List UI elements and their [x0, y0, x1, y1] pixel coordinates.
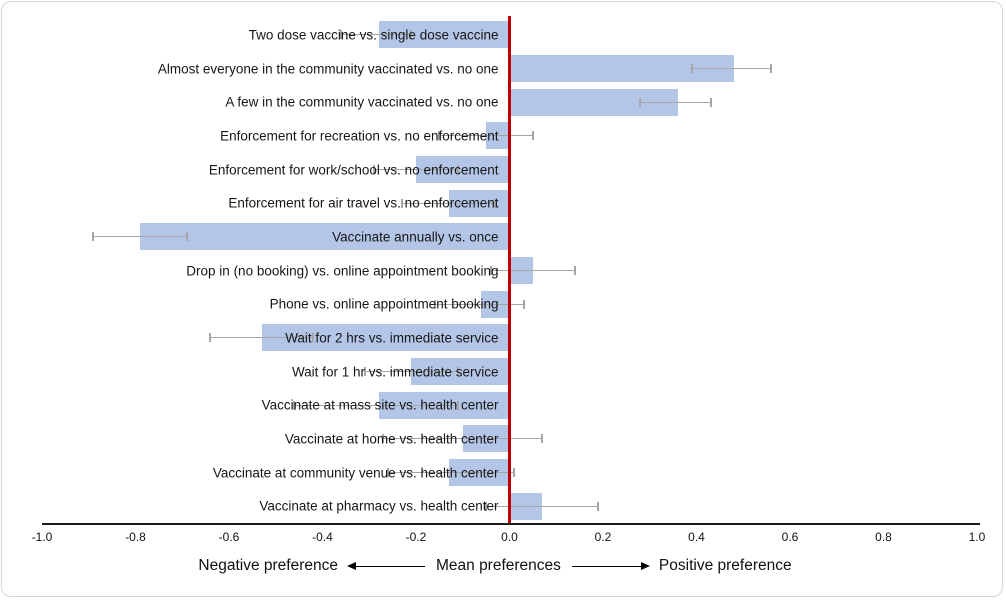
- category-label: Two dose vaccine vs. single dose vaccine: [248, 27, 499, 43]
- error-bar-cap: [531, 131, 534, 141]
- x-tick-label: -0.2: [405, 530, 427, 544]
- error-bar: [401, 202, 496, 204]
- error-bar-cap: [709, 97, 712, 107]
- error-bar-cap: [573, 266, 576, 275]
- x-tick-label: -0.8: [125, 530, 146, 544]
- category-label: Phone vs. online appointment booking: [269, 296, 499, 312]
- error-bar: [640, 101, 711, 103]
- error-bar-cap: [597, 501, 600, 511]
- x-tick-label: -0.6: [218, 530, 240, 544]
- x-tick-label: 0.0: [501, 530, 518, 544]
- category-label: Wait for 2 hrs vs. immediate service: [285, 330, 499, 346]
- error-bar: [387, 472, 515, 473]
- error-bar: [373, 169, 459, 170]
- error-bar: [439, 135, 533, 137]
- category-label: Drop in (no booking) vs. online appointm…: [186, 263, 499, 278]
- error-bar-cap: [372, 165, 375, 174]
- x-tick-label: 0.8: [875, 530, 892, 544]
- error-bar: [210, 337, 314, 339]
- error-bar: [434, 303, 524, 305]
- category-label: Vaccinate at community venue vs. health …: [212, 465, 499, 480]
- error-bar-cap: [340, 30, 343, 40]
- error-bar: [93, 236, 187, 238]
- error-bar-cap: [690, 64, 693, 73]
- error-bar-cap: [438, 131, 441, 141]
- error-bar-cap: [386, 468, 389, 477]
- error-bar-cap: [410, 30, 413, 40]
- error-bar-cap: [312, 333, 315, 343]
- error-bar: [383, 438, 543, 440]
- x-tick-label: 0.6: [781, 530, 799, 544]
- left-arrow-icon: [346, 561, 425, 570]
- error-bar-cap: [485, 501, 488, 511]
- error-bar-cap: [541, 434, 544, 444]
- x-tick-label: 0.4: [688, 530, 705, 544]
- error-bar-cap: [489, 266, 492, 275]
- error-bar-cap: [639, 97, 642, 107]
- error-bar-cap: [293, 400, 296, 410]
- x-tick-label: 1.0: [968, 530, 986, 544]
- error-bar-cap: [494, 198, 497, 208]
- error-bar-cap: [457, 400, 460, 410]
- error-bar-cap: [513, 468, 516, 477]
- error-bar-cap: [457, 367, 460, 376]
- x-axis-line: [42, 523, 980, 525]
- category-label: Enforcement for work/school vs. no enfor…: [208, 162, 499, 177]
- error-bar-cap: [522, 299, 525, 309]
- right-arrow-icon: [571, 561, 650, 570]
- category-label: Enforcement for air travel vs. no enforc…: [228, 195, 499, 211]
- error-bar-cap: [92, 232, 95, 242]
- error-bar: [490, 270, 575, 271]
- zero-line: [508, 16, 511, 524]
- error-bar-cap: [185, 232, 188, 242]
- error-bar-cap: [770, 64, 773, 73]
- x-tick-label: 0.2: [594, 530, 612, 544]
- axis-annotation: Negative preference Mean preferences Pos…: [2, 557, 988, 575]
- error-bar: [691, 68, 772, 69]
- error-bar-cap: [363, 367, 366, 376]
- category-label: A few in the community vaccinated vs. no…: [225, 94, 499, 110]
- category-label: Vaccinate at mass site vs. health center: [261, 397, 499, 413]
- error-bar: [294, 404, 459, 406]
- category-label: Vaccinate at pharmacy vs. health center: [259, 498, 499, 514]
- chart-bar: [140, 223, 510, 251]
- error-bar: [364, 371, 459, 372]
- x-tick-label: -1.0: [31, 530, 53, 544]
- category-label: Vaccinate annually vs. once: [332, 229, 499, 245]
- error-bar: [341, 34, 412, 36]
- error-bar-cap: [382, 434, 385, 444]
- error-bar-cap: [457, 165, 460, 174]
- category-label: Almost everyone in the community vaccina…: [157, 61, 499, 76]
- error-bar: [486, 505, 599, 507]
- mean-preferences-label: Mean preferences: [435, 557, 561, 574]
- category-label: Wait for 1 hr vs. immediate service: [291, 364, 499, 379]
- negative-preference-label: Negative preference: [198, 557, 338, 574]
- error-bar-cap: [209, 333, 212, 343]
- x-tick-label: -0.4: [312, 530, 333, 544]
- category-label: Enforcement for recreation vs. no enforc…: [220, 128, 499, 144]
- error-bar-cap: [400, 198, 403, 208]
- error-bar-cap: [433, 299, 436, 309]
- positive-preference-label: Positive preference: [658, 557, 792, 574]
- category-label: Vaccinate at home vs. health center: [284, 431, 499, 447]
